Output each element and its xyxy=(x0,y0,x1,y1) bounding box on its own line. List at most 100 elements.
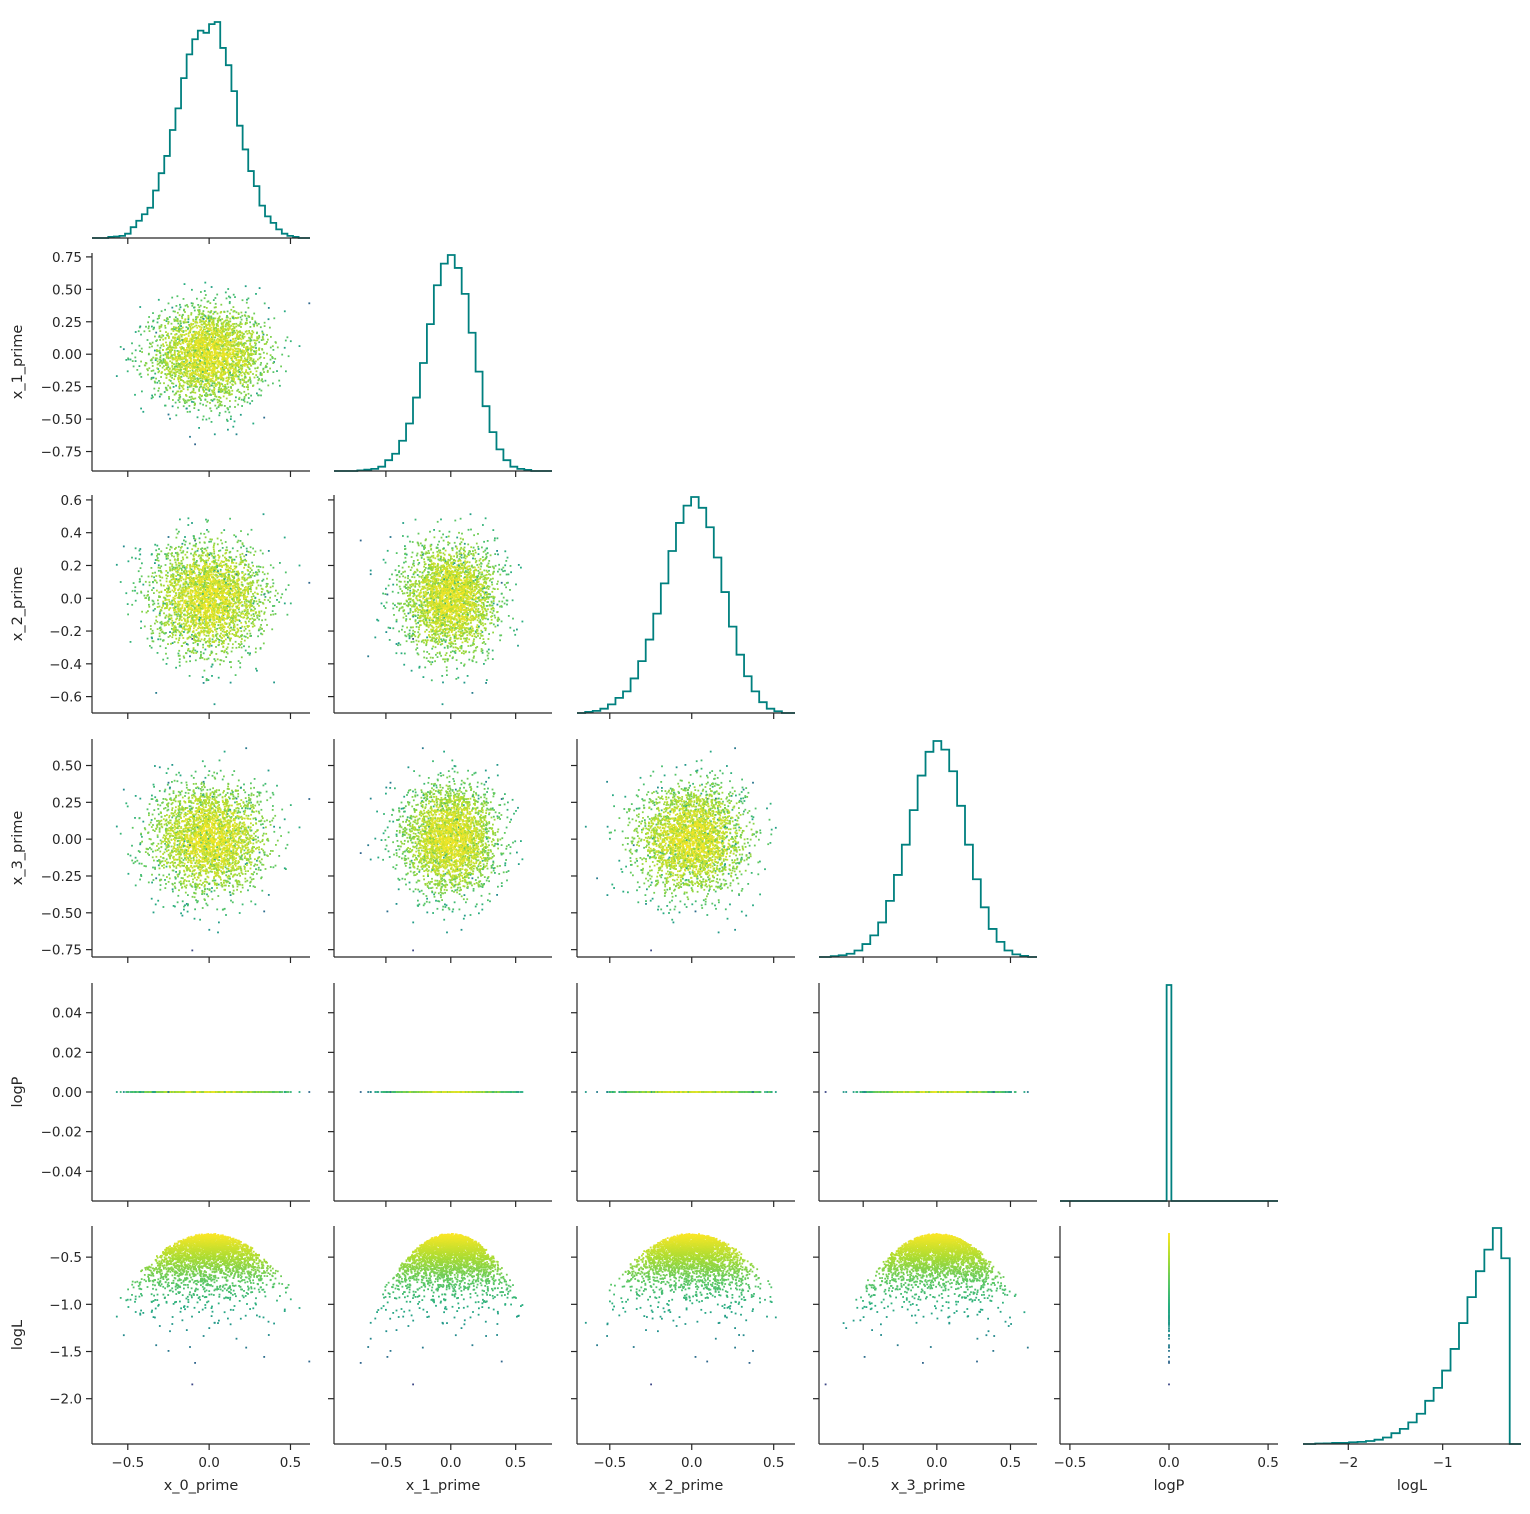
scatter-point xyxy=(214,388,216,390)
scatter-point xyxy=(234,373,236,375)
scatter-point xyxy=(188,315,190,317)
scatter-point xyxy=(223,357,225,359)
scatter-point xyxy=(176,363,178,365)
scatter-point xyxy=(193,349,195,351)
scatter-point xyxy=(258,347,260,349)
scatter-point xyxy=(220,404,222,406)
scatter-point xyxy=(199,403,201,405)
scatter-point xyxy=(195,325,197,327)
scatter-point xyxy=(165,331,167,333)
scatter-point xyxy=(218,360,220,362)
scatter-point xyxy=(280,366,282,368)
scatter-point xyxy=(175,346,177,348)
scatter-point xyxy=(212,380,214,382)
scatter-point xyxy=(266,353,268,355)
scatter-point xyxy=(255,347,257,349)
scatter-point xyxy=(198,396,200,398)
scatter-point xyxy=(130,359,132,361)
scatter-point xyxy=(201,361,203,363)
scatter-point xyxy=(196,298,198,300)
scatter-point xyxy=(214,398,216,400)
scatter-point xyxy=(255,361,257,363)
scatter-point xyxy=(158,299,160,301)
scatter-point xyxy=(194,398,196,400)
scatter-point xyxy=(187,306,189,308)
scatter-point xyxy=(148,327,150,329)
scatter-point xyxy=(234,296,236,298)
scatter-point xyxy=(180,365,182,367)
scatter-point xyxy=(253,324,255,326)
scatter-point xyxy=(148,367,150,369)
scatter-point xyxy=(239,391,241,393)
scatter-point xyxy=(244,376,246,378)
scatter-point xyxy=(190,359,192,361)
scatter-point xyxy=(204,297,206,299)
scatter-point xyxy=(154,394,156,396)
scatter-point xyxy=(190,399,192,401)
scatter-point xyxy=(215,297,217,299)
scatter-point xyxy=(242,371,244,373)
scatter-point xyxy=(171,329,173,331)
scatter-point xyxy=(198,409,200,411)
scatter-point xyxy=(223,374,225,376)
scatter-point xyxy=(180,369,182,371)
scatter-point xyxy=(184,322,186,324)
scatter-point xyxy=(188,348,190,350)
scatter-point xyxy=(213,299,215,301)
scatter-point xyxy=(194,334,196,336)
scatter-point xyxy=(175,414,177,416)
scatter-point xyxy=(164,369,166,371)
scatter-point xyxy=(244,342,246,344)
scatter-point xyxy=(175,316,177,318)
scatter-point xyxy=(238,350,240,352)
scatter-point xyxy=(191,401,193,403)
scatter-point xyxy=(233,294,235,296)
scatter-point xyxy=(252,363,254,365)
scatter-point xyxy=(230,416,232,418)
scatter-point xyxy=(227,420,229,422)
scatter-point xyxy=(225,326,227,328)
scatter-point xyxy=(151,346,153,348)
scatter-point xyxy=(193,352,195,354)
scatter-point xyxy=(193,363,195,365)
scatter-point xyxy=(231,393,233,395)
scatter-point xyxy=(197,360,199,362)
scatter-point xyxy=(196,381,198,383)
scatter-point xyxy=(179,378,181,380)
scatter-point xyxy=(189,330,191,332)
scatter-point xyxy=(200,319,202,321)
scatter-point xyxy=(203,369,205,371)
scatter-point xyxy=(168,303,170,305)
scatter-point xyxy=(175,375,177,377)
scatter-point xyxy=(147,339,149,341)
scatter-point xyxy=(131,342,133,344)
scatter-point xyxy=(164,309,166,311)
scatter-point xyxy=(206,339,208,341)
scatter-point xyxy=(183,388,185,390)
scatter-point xyxy=(191,374,193,376)
scatter-point xyxy=(193,347,195,349)
scatter-point xyxy=(208,316,210,318)
scatter-point xyxy=(255,352,257,354)
scatter-point xyxy=(181,357,183,359)
scatter-point xyxy=(250,348,252,350)
scatter-point xyxy=(120,346,122,348)
scatter-point xyxy=(189,325,191,327)
scatter-point xyxy=(177,336,179,338)
scatter-point xyxy=(246,386,248,388)
scatter-point xyxy=(200,380,202,382)
scatter-point xyxy=(151,370,153,372)
scatter-point xyxy=(281,354,283,356)
scatter-point xyxy=(173,330,175,332)
scatter-point xyxy=(245,371,247,373)
scatter-point xyxy=(228,329,230,331)
scatter-point xyxy=(243,379,245,381)
scatter-point xyxy=(200,328,202,330)
scatter-point xyxy=(239,323,241,325)
scatter-point xyxy=(229,363,231,365)
scatter-point xyxy=(209,402,211,404)
scatter-point xyxy=(187,359,189,361)
scatter-point xyxy=(261,390,263,392)
scatter-point xyxy=(266,334,268,336)
scatter-point xyxy=(211,346,213,348)
